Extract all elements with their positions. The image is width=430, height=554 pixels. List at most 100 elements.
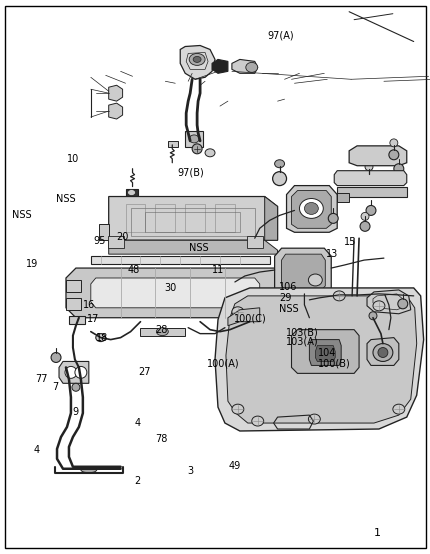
Ellipse shape	[75, 366, 86, 378]
Polygon shape	[108, 197, 277, 240]
Ellipse shape	[81, 467, 97, 473]
Ellipse shape	[372, 343, 392, 361]
Text: 4: 4	[134, 418, 140, 428]
Polygon shape	[98, 224, 108, 240]
Ellipse shape	[205, 149, 215, 157]
Ellipse shape	[51, 352, 61, 362]
Text: 97(B): 97(B)	[177, 167, 203, 177]
Ellipse shape	[231, 307, 243, 317]
Text: 77: 77	[36, 374, 48, 384]
Polygon shape	[225, 296, 416, 423]
Text: 2: 2	[134, 476, 140, 486]
Polygon shape	[366, 337, 398, 366]
Ellipse shape	[363, 173, 373, 183]
Polygon shape	[227, 308, 259, 326]
Ellipse shape	[189, 135, 199, 143]
Polygon shape	[91, 256, 269, 264]
Polygon shape	[281, 254, 325, 290]
Ellipse shape	[193, 57, 201, 63]
Ellipse shape	[127, 189, 135, 196]
Text: 9: 9	[72, 407, 78, 417]
Polygon shape	[246, 236, 262, 248]
Ellipse shape	[304, 202, 318, 214]
Text: 27: 27	[138, 367, 150, 377]
Ellipse shape	[245, 63, 257, 73]
Polygon shape	[336, 187, 406, 197]
Bar	[125, 188, 137, 198]
Text: 100(C): 100(C)	[233, 314, 266, 324]
Ellipse shape	[393, 164, 403, 173]
Polygon shape	[91, 278, 259, 308]
Text: 4: 4	[34, 445, 40, 455]
Text: 7: 7	[52, 382, 58, 392]
Polygon shape	[59, 361, 89, 383]
Text: 20: 20	[116, 232, 128, 242]
Ellipse shape	[72, 383, 80, 391]
Polygon shape	[274, 248, 331, 294]
Text: 48: 48	[127, 265, 140, 275]
Polygon shape	[333, 171, 406, 186]
Bar	[185, 131, 203, 147]
Polygon shape	[291, 191, 331, 228]
Text: 104: 104	[317, 348, 336, 358]
Ellipse shape	[364, 163, 372, 171]
Polygon shape	[66, 298, 81, 310]
Ellipse shape	[308, 274, 322, 286]
Text: NSS: NSS	[188, 243, 208, 253]
Polygon shape	[264, 197, 277, 240]
Text: 106: 106	[278, 282, 297, 292]
Bar	[168, 141, 178, 147]
Ellipse shape	[156, 327, 168, 336]
Polygon shape	[108, 103, 122, 119]
Ellipse shape	[272, 172, 286, 186]
Ellipse shape	[359, 222, 369, 232]
Polygon shape	[231, 59, 257, 73]
Text: 10: 10	[66, 153, 79, 163]
Text: 16: 16	[83, 300, 95, 310]
Text: 11: 11	[212, 265, 224, 275]
Text: 15: 15	[343, 237, 356, 247]
Ellipse shape	[388, 150, 398, 160]
Polygon shape	[215, 288, 423, 431]
Text: 103(A): 103(A)	[286, 337, 318, 347]
Ellipse shape	[308, 414, 319, 424]
Ellipse shape	[389, 139, 397, 147]
Ellipse shape	[65, 366, 77, 378]
Ellipse shape	[360, 212, 368, 220]
Polygon shape	[108, 240, 277, 254]
Text: NSS: NSS	[56, 194, 76, 204]
Polygon shape	[291, 330, 358, 373]
Polygon shape	[66, 268, 284, 318]
Polygon shape	[180, 45, 215, 79]
Ellipse shape	[365, 206, 375, 216]
Text: 100(B): 100(B)	[317, 359, 350, 369]
Bar	[69, 316, 85, 324]
Text: 29: 29	[278, 293, 291, 303]
Text: 95: 95	[93, 236, 106, 246]
Polygon shape	[309, 340, 341, 366]
Polygon shape	[274, 280, 284, 292]
Polygon shape	[274, 298, 284, 310]
Text: 78: 78	[155, 434, 168, 444]
Ellipse shape	[377, 347, 387, 357]
Text: 49: 49	[228, 461, 240, 471]
Ellipse shape	[392, 404, 404, 414]
Ellipse shape	[95, 334, 105, 342]
Ellipse shape	[192, 144, 202, 154]
Text: 1: 1	[373, 528, 380, 538]
Text: 103(B): 103(B)	[286, 327, 318, 337]
Polygon shape	[212, 59, 227, 73]
Text: 13: 13	[325, 249, 338, 259]
Text: 97(A): 97(A)	[267, 31, 294, 41]
Polygon shape	[108, 236, 123, 248]
Polygon shape	[140, 327, 185, 336]
Polygon shape	[286, 186, 336, 232]
Text: NSS: NSS	[12, 211, 32, 220]
Ellipse shape	[224, 324, 234, 332]
Text: 17: 17	[87, 314, 99, 325]
Ellipse shape	[328, 213, 338, 223]
Polygon shape	[348, 146, 406, 166]
Ellipse shape	[274, 160, 284, 168]
Ellipse shape	[368, 312, 376, 320]
Ellipse shape	[189, 53, 205, 65]
